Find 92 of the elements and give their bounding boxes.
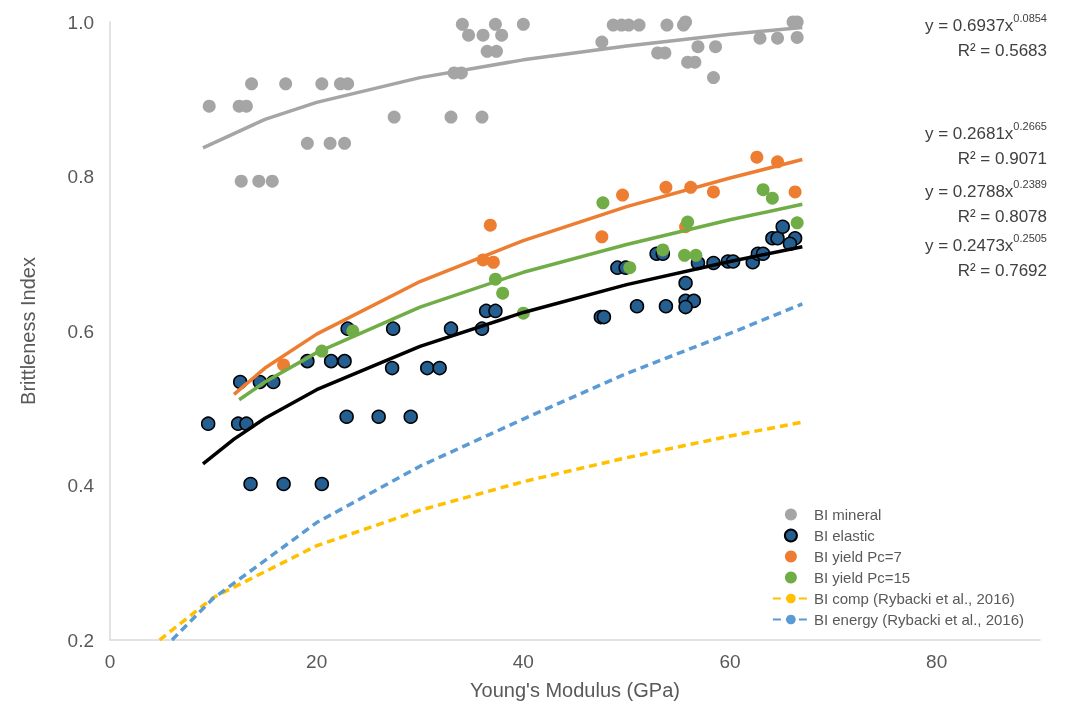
point: [245, 77, 259, 91]
point: [243, 476, 258, 492]
point: [660, 18, 674, 32]
point: [765, 191, 779, 205]
point: [403, 409, 418, 424]
point: [790, 216, 804, 230]
point: [516, 17, 530, 31]
y-tick-label: 1.0: [67, 11, 94, 33]
legend-label: BI energy (Rybacki et al., 2016): [813, 611, 1025, 628]
point: [678, 248, 692, 262]
point: [691, 40, 705, 54]
line-series: [232, 157, 805, 397]
point: [488, 17, 502, 31]
point: [629, 299, 645, 314]
point: [385, 321, 401, 336]
legend-label: BI comp (Rybacki et al., 2016): [813, 590, 1015, 607]
line-series: [170, 302, 805, 642]
annotation: R² = 0.7692: [957, 261, 1047, 280]
point: [444, 110, 458, 124]
line-series: [237, 202, 805, 402]
legend-label: BI mineral: [813, 506, 882, 523]
point: [656, 243, 670, 257]
point: [678, 275, 693, 291]
x-axis-title: Young's Modulus (GPa): [470, 679, 680, 701]
point: [483, 218, 497, 232]
point: [595, 35, 609, 49]
point: [788, 185, 802, 199]
point: [443, 321, 459, 336]
y-tick-label: 0.8: [67, 166, 94, 187]
point: [323, 136, 337, 150]
y-axis-title: Brittleness Index: [17, 257, 39, 405]
point: [314, 476, 330, 492]
legend-label: BI elastic: [813, 527, 876, 544]
point: [279, 77, 293, 91]
point: [488, 303, 503, 319]
legend-label: BI yield Pc=15: [813, 569, 911, 586]
point: [200, 416, 216, 431]
point: [678, 299, 693, 315]
point: [496, 286, 510, 300]
point: [315, 77, 329, 91]
point: [462, 28, 476, 42]
point: [384, 360, 400, 376]
annotation: R² = 0.5683: [957, 41, 1047, 60]
legend-label: BI yield Pc=7: [813, 548, 902, 565]
point: [387, 110, 401, 124]
point: [495, 28, 509, 42]
point: [658, 299, 674, 314]
point: [632, 18, 646, 32]
point: [753, 31, 767, 45]
point: [323, 353, 339, 369]
y-tick-label: 0.2: [67, 629, 94, 651]
point: [432, 360, 447, 376]
point: [681, 215, 695, 229]
point: [706, 185, 720, 199]
point: [770, 231, 785, 246]
x-tick-label: 20: [306, 651, 328, 672]
point: [476, 28, 490, 42]
point: [337, 353, 352, 369]
point: [486, 255, 500, 269]
point: [659, 180, 673, 194]
point: [771, 31, 785, 45]
point: [276, 476, 291, 492]
annotation: R² = 0.8078: [957, 207, 1047, 226]
point: [750, 150, 764, 164]
annotation: R² = 0.9071: [957, 149, 1047, 168]
point: [689, 248, 703, 262]
point: [623, 261, 637, 275]
point: [790, 30, 804, 44]
x-tick-label: 40: [512, 651, 534, 672]
x-tick-label: 60: [719, 651, 741, 672]
y-tick-label: 0.6: [67, 320, 94, 342]
point: [475, 110, 489, 124]
y-tick-label: 0.4: [67, 475, 95, 496]
point: [596, 196, 610, 210]
point: [775, 219, 790, 234]
point: [616, 188, 630, 202]
point: [252, 174, 266, 188]
point: [709, 40, 723, 54]
point: [339, 409, 354, 424]
point: [202, 99, 216, 113]
x-tick-label: 0: [104, 651, 116, 672]
point: [265, 174, 279, 188]
point: [234, 174, 248, 188]
point: [338, 136, 352, 150]
point: [595, 230, 609, 244]
point: [371, 409, 386, 424]
point: [455, 17, 469, 31]
point: [706, 71, 720, 85]
x-tick-label: 80: [926, 651, 948, 672]
point: [756, 183, 770, 197]
point: [420, 360, 435, 376]
point: [300, 136, 314, 150]
